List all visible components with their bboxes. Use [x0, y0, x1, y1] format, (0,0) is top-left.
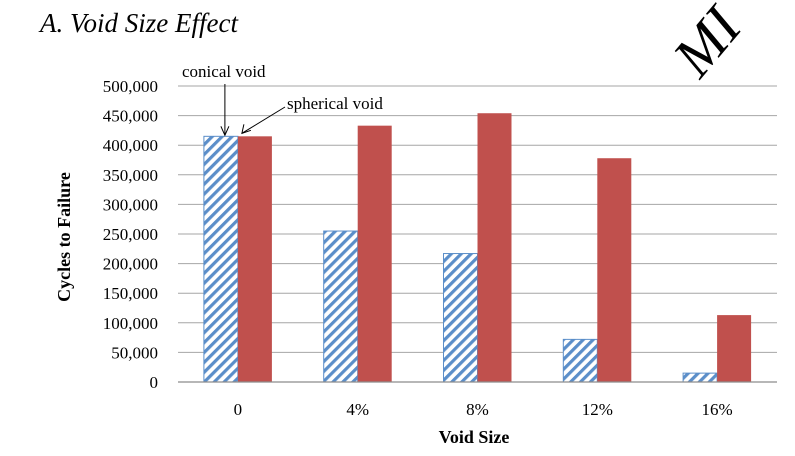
- bar-spherical-void-0: [237, 136, 272, 382]
- annotation-arrowhead-conical: [220, 126, 230, 137]
- y-tick-label: 500,000: [103, 77, 158, 96]
- x-tick-label: 16%: [702, 400, 733, 419]
- y-tick-label: 400,000: [103, 136, 158, 155]
- annotation-conical-void: conical void: [182, 62, 266, 81]
- bar-spherical-void-3: [597, 158, 632, 382]
- bar-spherical-void-1: [357, 125, 392, 382]
- x-tick-label: 12%: [582, 400, 613, 419]
- y-tick-label: 450,000: [103, 107, 158, 126]
- y-axis-title: Cycles to Failure: [54, 172, 74, 302]
- x-tick-label: 8%: [466, 400, 489, 419]
- bar-conical-void-4: [682, 372, 718, 383]
- annotation-spherical-void: spherical void: [287, 94, 383, 113]
- bar-conical-void-2: [443, 253, 478, 383]
- y-tick-label: 300,000: [103, 195, 158, 214]
- x-tick-label: 0: [234, 400, 243, 419]
- bar-spherical-void-2: [477, 113, 512, 383]
- bar-spherical-void-4: [717, 315, 752, 382]
- x-tick-label: 4%: [346, 400, 369, 419]
- annotations: conical void spherical void: [182, 62, 383, 137]
- y-tick-label: 250,000: [103, 225, 158, 244]
- watermark: MI: [660, 0, 756, 89]
- y-tick-label: 150,000: [103, 284, 158, 303]
- bar-conical-void-1: [323, 230, 359, 383]
- bars: [203, 113, 752, 383]
- axes: 0 50,000 100,000 150,000 200,000 250,000 300,0…: [103, 77, 777, 419]
- y-tick-label: 0: [150, 373, 159, 392]
- annotation-arrow-spherical: [241, 106, 286, 134]
- bar-conical-void-0: [203, 135, 239, 383]
- y-tick-label: 350,000: [103, 166, 158, 185]
- annotation-arrowhead-spherical: [241, 124, 252, 135]
- y-tick-label: 200,000: [103, 255, 158, 274]
- y-tick-label: 50,000: [111, 343, 158, 362]
- x-axis-title: Void Size: [439, 427, 510, 447]
- bar-conical-void-3: [562, 338, 598, 383]
- section-title: A. Void Size Effect: [38, 8, 239, 38]
- y-tick-label: 100,000: [103, 314, 158, 333]
